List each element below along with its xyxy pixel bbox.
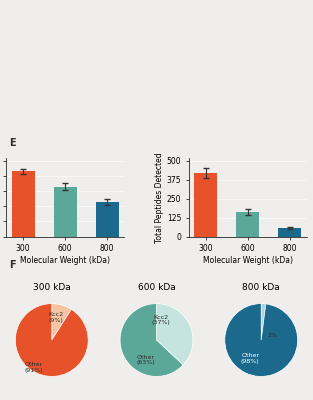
Y-axis label: Total Peptides Detected: Total Peptides Detected <box>155 152 164 242</box>
Bar <box>96 202 119 236</box>
Text: Other
(98%): Other (98%) <box>241 353 259 364</box>
Text: Kcc2
(37%): Kcc2 (37%) <box>152 314 170 325</box>
Text: 2%: 2% <box>267 333 277 338</box>
Title: 300 kDa: 300 kDa <box>33 283 71 292</box>
Wedge shape <box>156 304 193 365</box>
Bar <box>12 172 35 236</box>
Title: 600 kDa: 600 kDa <box>138 283 175 292</box>
Text: E: E <box>9 138 16 148</box>
Wedge shape <box>261 304 266 340</box>
Bar <box>54 186 77 236</box>
Wedge shape <box>15 304 88 376</box>
Bar <box>278 228 301 236</box>
Wedge shape <box>120 304 183 376</box>
Bar <box>236 212 259 236</box>
Text: Other
(63%): Other (63%) <box>136 355 155 366</box>
Text: Kcc2
(9%): Kcc2 (9%) <box>49 312 64 323</box>
Bar <box>194 173 217 236</box>
X-axis label: Molecular Weight (kDa): Molecular Weight (kDa) <box>203 256 293 265</box>
Title: 800 kDa: 800 kDa <box>242 283 280 292</box>
Wedge shape <box>52 304 71 340</box>
Text: Other
(91%): Other (91%) <box>24 362 43 373</box>
Text: F: F <box>9 260 16 270</box>
Wedge shape <box>225 304 298 376</box>
X-axis label: Molecular Weight (kDa): Molecular Weight (kDa) <box>20 256 110 265</box>
